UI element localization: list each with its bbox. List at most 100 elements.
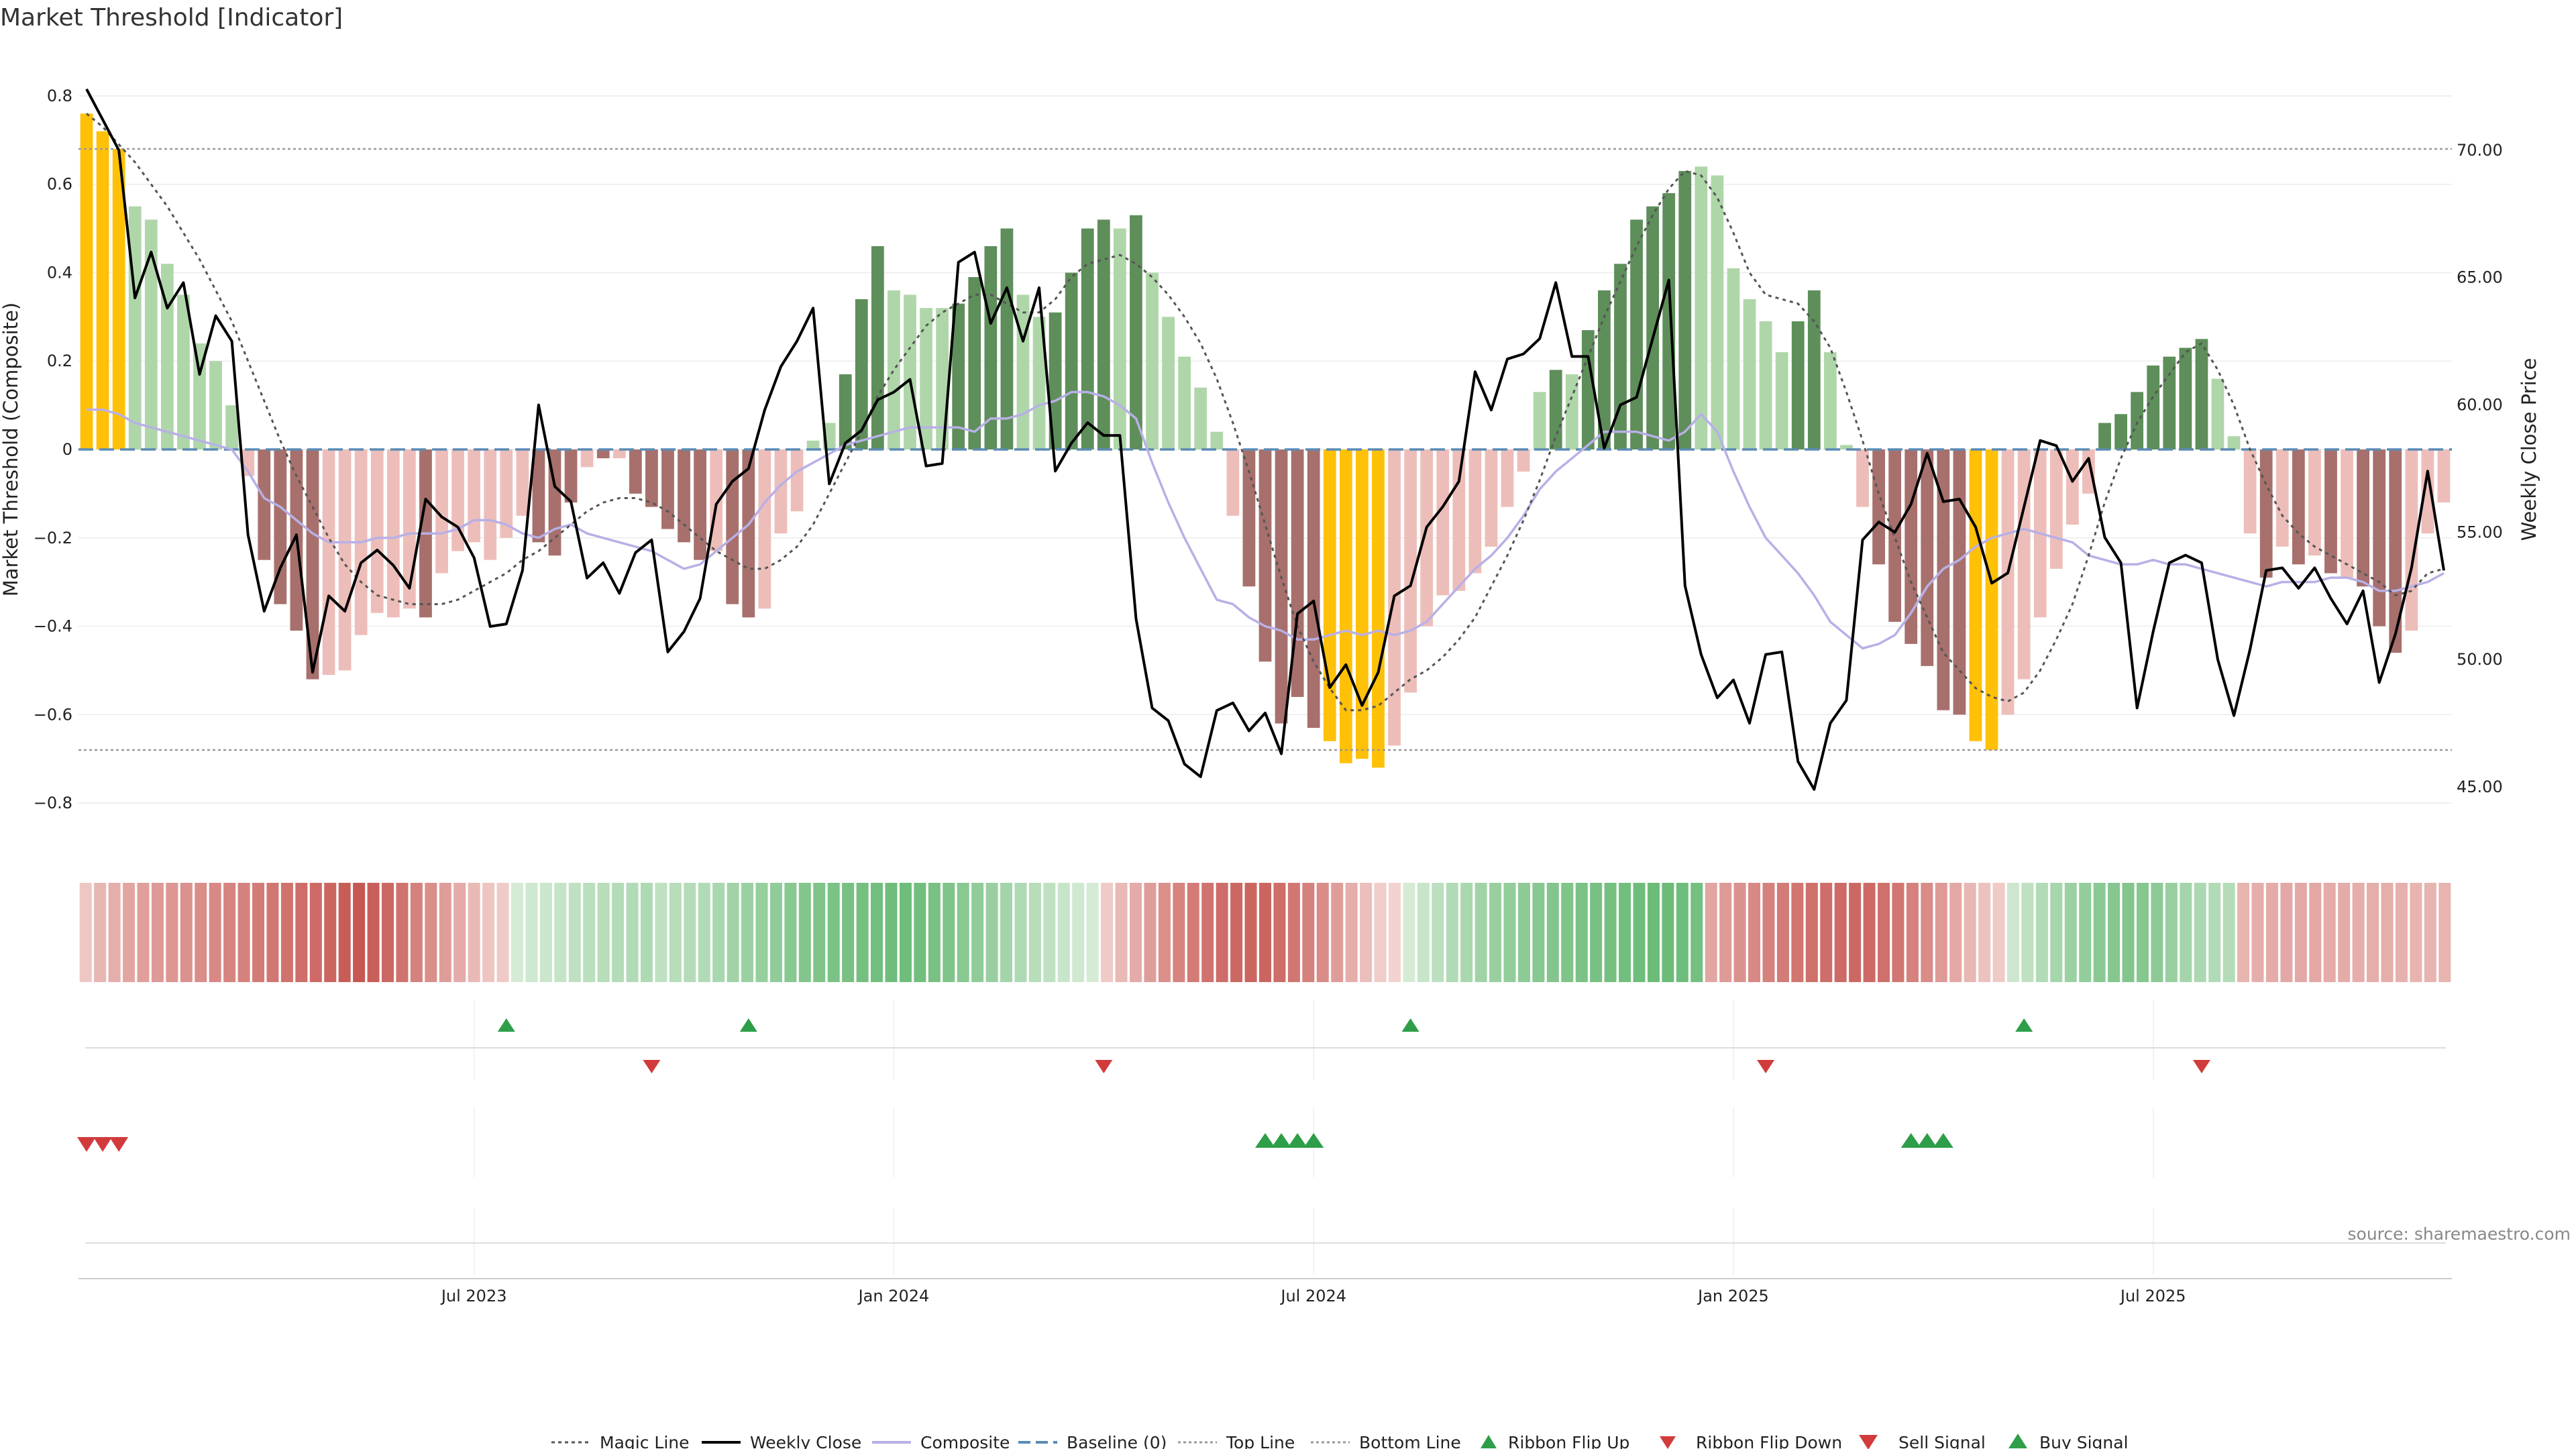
composite-bar — [806, 440, 820, 449]
composite-bar — [2179, 347, 2192, 449]
composite-bars — [80, 113, 2451, 768]
composite-bar — [580, 449, 594, 468]
composite-bar — [1921, 449, 1934, 666]
right-tick-label: 65.00 — [2457, 268, 2503, 287]
ribbon-cell — [1733, 883, 1746, 982]
ribbon-cell — [1719, 883, 1732, 982]
ribbon-cell — [1432, 883, 1444, 982]
composite-bar — [1581, 330, 1595, 449]
ribbon-cell — [2021, 883, 2034, 982]
composite-bar — [984, 246, 998, 449]
composite-bar — [596, 449, 610, 459]
ribbon-cell — [1575, 883, 1588, 982]
ribbon-cell — [698, 883, 710, 982]
legend-sell-swatch — [1859, 1435, 1878, 1449]
x-tick-label: Jul 2023 — [440, 1287, 507, 1305]
ribbon-cell — [2309, 883, 2322, 982]
ribbon-cell — [1489, 883, 1502, 982]
ribbon-cell — [2338, 883, 2351, 982]
ribbon-cell — [2151, 883, 2163, 982]
composite-bar — [758, 449, 771, 609]
ribbon-flip-up-marker — [497, 1018, 515, 1032]
ribbon-cell — [1834, 883, 1847, 982]
right-tick-label: 45.00 — [2457, 777, 2503, 796]
ribbon-cell — [367, 883, 380, 982]
buy-signal-marker — [1900, 1133, 1921, 1148]
ribbon-cell — [1144, 883, 1157, 982]
x-tick-label: Jul 2024 — [1279, 1287, 1346, 1305]
ribbon-flip-down-marker — [643, 1060, 661, 1073]
composite-bar — [774, 449, 788, 534]
ribbon-cell — [2194, 883, 2206, 982]
composite-bar — [1614, 264, 1627, 449]
ribbon-cell — [525, 883, 538, 982]
ribbon-cell — [2035, 883, 2048, 982]
composite-bar — [2147, 365, 2160, 449]
ribbon-cell — [180, 883, 193, 982]
x-tick-label: Jul 2025 — [2119, 1287, 2186, 1305]
ribbon-cell — [1187, 883, 1199, 982]
composite-bar — [209, 361, 222, 449]
ribbon-cell — [1863, 883, 1876, 982]
ribbon-cell — [1690, 883, 1703, 982]
composite-bar — [1275, 449, 1288, 724]
composite-bar — [790, 449, 804, 512]
composite-bar — [2243, 449, 2257, 534]
legend-sell-label: Sell Signal — [1898, 1433, 1986, 1449]
composite-bar — [1743, 299, 1756, 449]
buy-signal-marker — [1303, 1133, 1324, 1148]
legend-baseline-label: Baseline (0) — [1067, 1433, 1167, 1449]
ribbon-cell — [827, 883, 840, 982]
composite-bar — [1468, 449, 1482, 574]
right-axis-label: Weekly Close Price — [2518, 358, 2540, 541]
ribbon-cell — [1992, 883, 2005, 982]
ribbon-cell — [2165, 883, 2178, 982]
right-tick-label: 50.00 — [2457, 650, 2503, 669]
ribbon-cell — [425, 883, 437, 982]
ribbon-cell — [1921, 883, 1933, 982]
weekly-close-line — [85, 88, 2445, 791]
ribbon-cell — [324, 883, 337, 982]
composite-bar — [2227, 436, 2241, 449]
ribbon-flip-up-marker — [2015, 1018, 2033, 1032]
ribbon-cell — [899, 883, 912, 982]
ribbon-cell — [195, 883, 207, 982]
ribbon-cell — [1158, 883, 1171, 982]
ribbon-flip-up-marker — [739, 1018, 757, 1032]
ribbon-cell — [1949, 883, 1962, 982]
composite-bar — [1436, 449, 1450, 596]
ribbon-cell — [1345, 883, 1358, 982]
composite-bar — [500, 449, 513, 538]
ribbon-cell — [1374, 883, 1387, 982]
composite-bar — [2211, 378, 2224, 449]
ribbon-cell — [626, 883, 639, 982]
ribbon-cell — [655, 883, 667, 982]
ribbon-cell — [1474, 883, 1487, 982]
legend-flip-down-label: Ribbon Flip Down — [1696, 1433, 1842, 1449]
composite-bar — [1226, 449, 1240, 516]
composite-bar — [386, 449, 400, 618]
ribbon-cell — [1173, 883, 1185, 982]
composite-bar — [2049, 449, 2063, 569]
composite-bar — [645, 449, 658, 507]
composite-bar — [2163, 356, 2176, 449]
ribbon-cell — [1446, 883, 1458, 982]
right-tick-label: 55.00 — [2457, 523, 2503, 541]
right-axis: 70.00 65.00 60.00 55.00 50.00 45.00 — [2457, 141, 2503, 796]
composite-bar — [1114, 228, 1126, 449]
composite-bar — [1937, 449, 1950, 710]
left-tick-label: −0.2 — [34, 529, 72, 547]
composite-bar — [855, 299, 868, 449]
composite-bar — [1130, 215, 1142, 449]
left-tick-label: 0 — [62, 440, 72, 459]
ribbon-cell — [1403, 883, 1415, 982]
composite-bar — [1210, 431, 1224, 449]
composite-bar — [1323, 449, 1336, 741]
ribbon-cell — [1258, 883, 1272, 982]
left-axis: 0.8 0.6 0.4 0.2 0 −0.2 −0.4 −0.6 −0.8 — [34, 87, 72, 812]
composite-bar — [1485, 449, 1498, 547]
composite-bar — [1065, 272, 1078, 449]
ribbon-cell — [2367, 883, 2379, 982]
right-tick-label: 70.00 — [2457, 141, 2503, 160]
